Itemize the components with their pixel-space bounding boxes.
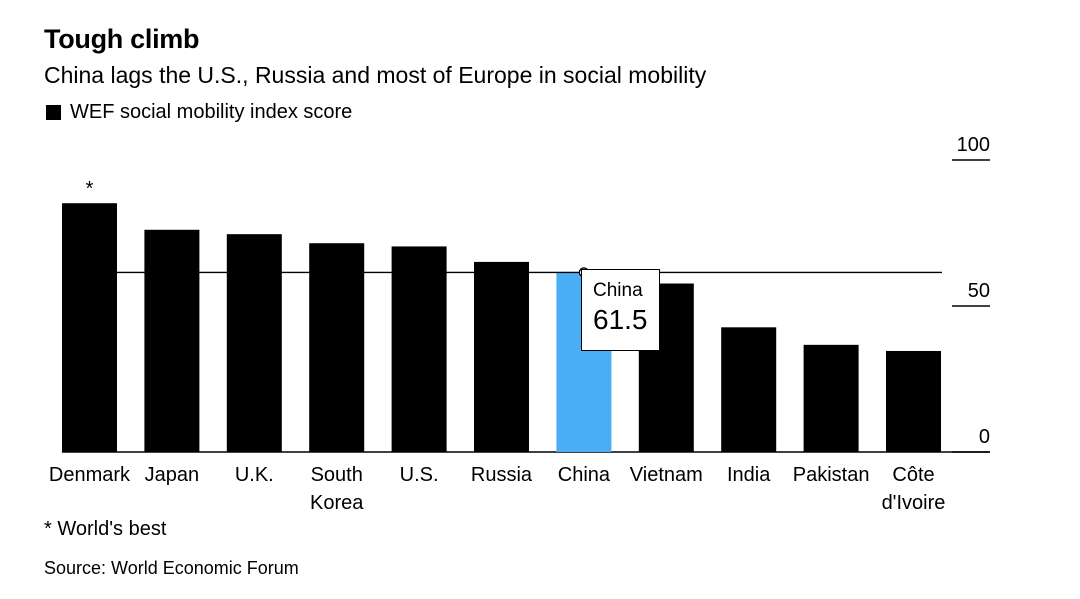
annotation-asterisk: *	[86, 178, 94, 200]
tooltip-country: China	[593, 280, 643, 301]
x-tick-label: China	[558, 464, 611, 486]
bar	[721, 327, 777, 452]
x-tick-label: Denmark	[49, 464, 131, 486]
bar	[886, 350, 941, 452]
bar	[144, 229, 200, 452]
x-tick-label: U.S.	[400, 464, 439, 486]
x-tick-label: Côte d'Ivoire	[882, 464, 946, 514]
chart-subtitle: China lags the U.S., Russia and most of …	[44, 62, 707, 88]
source-note: Source: World Economic Forum	[44, 558, 299, 578]
bar	[803, 344, 859, 452]
bar	[391, 246, 447, 452]
x-tick-label: U.K.	[235, 464, 274, 486]
x-tick-label: South Korea	[310, 464, 364, 514]
x-tick-label: India	[727, 464, 771, 486]
bar	[226, 234, 282, 452]
x-tick-label: Vietnam	[630, 464, 703, 486]
tooltip-value: 61.5	[593, 304, 648, 335]
y-tick-label: 0	[979, 426, 990, 448]
x-tick-label: Japan	[145, 464, 200, 486]
bar	[474, 261, 529, 452]
footnote: * World's best	[44, 518, 167, 540]
tooltip: China 61.5	[581, 269, 660, 351]
bar	[309, 243, 365, 452]
bar	[62, 203, 117, 452]
legend: WEF social mobility index score	[46, 101, 352, 124]
y-tick-label: 50	[968, 280, 990, 302]
legend-label: WEF social mobility index score	[70, 101, 353, 123]
y-tick-label: 100	[957, 134, 990, 156]
chart-title: Tough climb	[44, 24, 200, 54]
x-tick-label: Pakistan	[793, 464, 870, 486]
x-tick-label: Russia	[471, 464, 533, 486]
legend-swatch	[46, 105, 61, 120]
